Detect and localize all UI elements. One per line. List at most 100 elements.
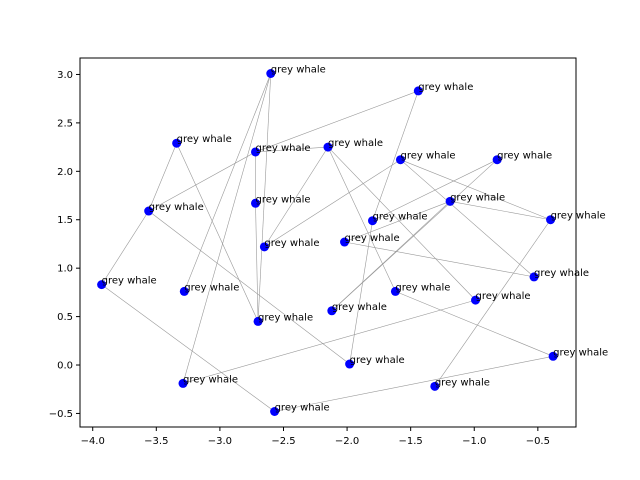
data-point (546, 215, 556, 225)
x-axis: −4.0 −3.5 −3.0 −2.5 −2.0 −1.5 −1.0 −0.5 (81, 427, 550, 447)
y-tick-label: 0.0 (57, 361, 73, 372)
edge-line (184, 73, 272, 292)
y-tick-label: 1.0 (57, 264, 73, 275)
point-label: grey whale (476, 291, 531, 302)
y-tick-label: 0.5 (57, 312, 73, 323)
edge-line (400, 159, 535, 278)
edge-line (255, 146, 329, 153)
y-tick-label: 3.0 (57, 70, 73, 81)
point-label: grey whale (264, 238, 319, 249)
point-label: grey whale (345, 233, 400, 244)
y-tick-label: −0.5 (49, 409, 73, 420)
edge-line (344, 201, 451, 243)
data-point (172, 138, 182, 148)
data-point (179, 286, 189, 296)
edge-line (344, 241, 535, 278)
data-point (323, 142, 333, 152)
edge-line (148, 151, 256, 212)
y-axis: −0.5 0.0 0.5 1.0 1.5 2.0 2.5 3.0 (49, 70, 80, 420)
y-tick-label: 2.0 (57, 167, 73, 178)
data-point (178, 378, 188, 388)
point-label: grey whale (184, 282, 239, 293)
data-point (430, 381, 440, 391)
point-label: grey whale (395, 282, 450, 293)
edge-line (148, 210, 350, 365)
point-label: grey whale (271, 64, 326, 75)
point-label: grey whale (497, 151, 552, 162)
point-labels-layer: grey whale grey whale grey whale grey whale… (102, 64, 609, 413)
point-label: grey whale (177, 134, 232, 145)
x-tick-label: −2.0 (335, 436, 359, 447)
data-point (471, 295, 481, 305)
x-tick-label: −4.0 (81, 436, 105, 447)
point-label: grey whale (258, 312, 313, 323)
edge-line (395, 291, 554, 357)
data-point (327, 306, 337, 316)
edge-line (264, 146, 329, 248)
edge-line (255, 90, 419, 153)
x-tick-label: −3.0 (208, 436, 232, 447)
point-label: grey whale (435, 377, 490, 388)
data-point (445, 196, 455, 206)
data-point (395, 155, 405, 165)
point-label: grey whale (328, 138, 383, 149)
point-label: grey whale (373, 212, 428, 223)
edge-line (372, 90, 419, 221)
data-point (253, 316, 263, 326)
data-point (259, 242, 269, 252)
edge-line (434, 219, 551, 387)
data-point (413, 86, 423, 96)
x-tick-label: −3.5 (144, 436, 168, 447)
point-label: grey whale (102, 276, 157, 287)
edge-line (101, 210, 149, 285)
data-point (529, 272, 539, 282)
data-point (251, 147, 261, 157)
point-label: grey whale (553, 347, 608, 358)
data-point (345, 359, 355, 369)
point-label: grey whale (256, 143, 311, 154)
point-label: grey whale (332, 302, 387, 313)
data-point (340, 237, 350, 247)
data-point (251, 198, 261, 208)
data-point (266, 68, 276, 78)
edge-line (101, 284, 275, 412)
edge-line (327, 146, 476, 301)
edge-line (182, 73, 272, 384)
x-tick-label: −2.5 (271, 436, 295, 447)
data-point (548, 351, 558, 361)
edge-line (148, 143, 177, 212)
point-label: grey whale (551, 211, 606, 222)
edge-line (400, 159, 551, 221)
edge-line (274, 356, 554, 412)
point-label: grey whale (256, 194, 311, 205)
edge-line (349, 220, 373, 365)
data-point (144, 206, 154, 216)
data-point (492, 155, 502, 165)
edge-line (327, 146, 396, 292)
point-label: grey whale (149, 202, 204, 213)
edge-line (176, 143, 259, 322)
point-label: grey whale (350, 355, 405, 366)
point-label: grey whale (450, 192, 505, 203)
point-label: grey whale (400, 151, 455, 162)
edge-line (264, 159, 401, 248)
edge-line (372, 159, 498, 221)
edge-line (450, 201, 551, 221)
point-label: grey whale (183, 374, 238, 385)
point-label: grey whale (418, 82, 473, 93)
point-label: grey whale (534, 268, 589, 279)
plot-area-frame (79, 57, 577, 428)
edge-line (257, 73, 272, 322)
edge-line (182, 299, 476, 384)
data-point (390, 286, 400, 296)
y-tick-label: 1.5 (57, 215, 73, 226)
x-tick-label: −1.0 (462, 436, 486, 447)
point-label: grey whale (275, 403, 330, 414)
x-tick-label: −0.5 (526, 436, 550, 447)
y-tick-label: 2.5 (57, 118, 73, 129)
data-point (368, 216, 378, 226)
edge-line (255, 203, 259, 322)
x-tick-label: −1.5 (399, 436, 423, 447)
